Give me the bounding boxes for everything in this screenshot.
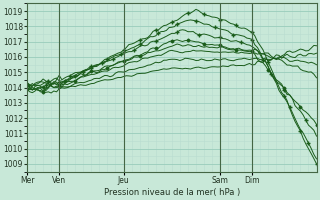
X-axis label: Pression niveau de la mer( hPa ): Pression niveau de la mer( hPa ) [104, 188, 240, 197]
